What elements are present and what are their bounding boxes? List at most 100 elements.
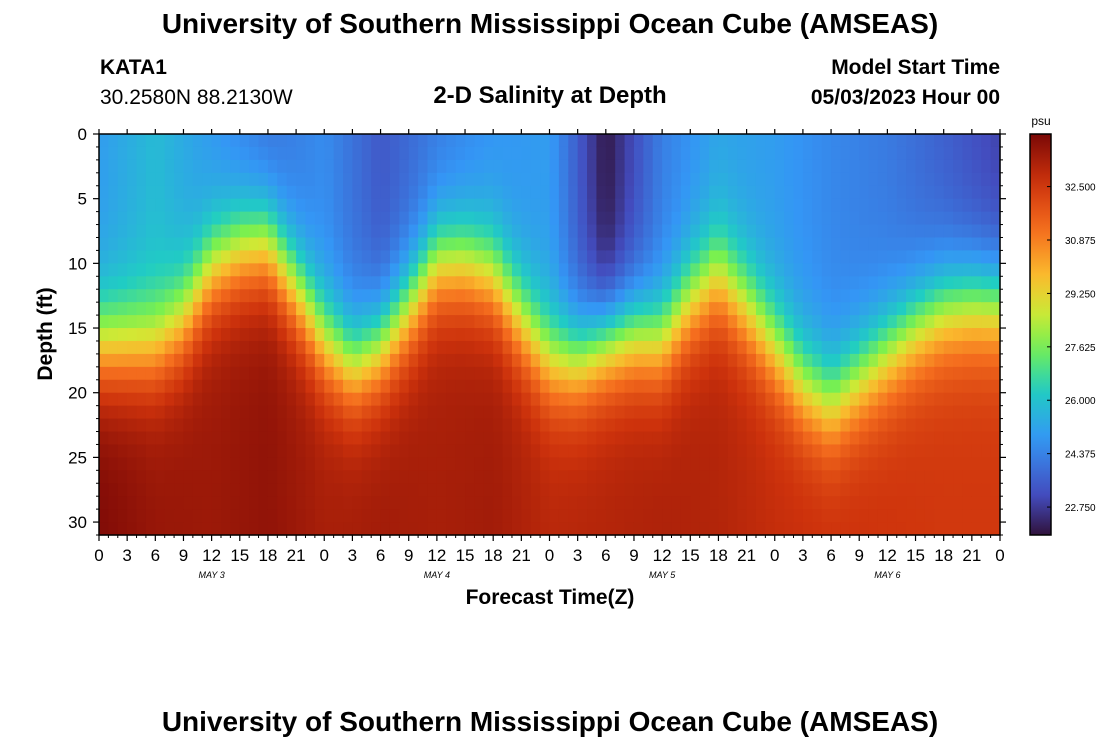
heatmap-cell xyxy=(849,496,860,510)
heatmap-cell xyxy=(230,315,241,329)
heatmap-cell xyxy=(343,496,354,510)
heatmap-cell xyxy=(887,289,898,303)
heatmap-cell xyxy=(380,496,391,510)
heatmap-cell xyxy=(221,522,231,536)
heatmap-cell xyxy=(540,185,551,200)
heatmap-cell xyxy=(587,509,598,523)
heatmap-cell xyxy=(953,276,964,290)
heatmap-cell xyxy=(699,263,710,277)
heatmap-cell xyxy=(896,237,907,252)
heatmap-cell xyxy=(465,315,476,329)
heatmap-cell xyxy=(699,211,710,226)
heatmap-cell xyxy=(296,302,307,316)
heatmap-cell xyxy=(981,353,992,368)
heatmap-cell xyxy=(718,509,729,523)
heatmap-cell xyxy=(145,289,156,303)
heatmap-cell xyxy=(605,457,616,471)
heatmap-cell xyxy=(427,392,438,407)
heatmap-cell xyxy=(521,159,532,174)
heatmap-cell xyxy=(99,509,109,523)
heatmap-cell xyxy=(380,328,391,342)
heatmap-cell xyxy=(474,340,485,355)
heatmap-cell xyxy=(540,405,551,420)
heatmap-cell xyxy=(145,509,156,523)
heatmap-cell xyxy=(427,198,438,213)
heatmap-cell xyxy=(418,237,429,252)
heatmap-cell xyxy=(671,328,682,342)
heatmap-cell xyxy=(577,211,588,226)
heatmap-cell xyxy=(924,509,935,523)
heatmap-cell xyxy=(99,392,109,407)
heatmap-cell xyxy=(605,302,616,316)
heatmap-cell xyxy=(840,340,851,355)
heatmap-cell xyxy=(286,470,297,484)
heatmap-cell xyxy=(296,405,307,420)
heatmap-cell xyxy=(633,470,644,484)
heatmap-cell xyxy=(568,211,579,226)
heatmap-cell xyxy=(352,146,363,161)
heatmap-cell xyxy=(136,172,147,187)
heatmap-cell xyxy=(502,522,513,536)
heatmap-cell xyxy=(802,483,813,497)
heatmap-cell xyxy=(821,392,832,407)
heatmap-cell xyxy=(145,146,156,161)
heatmap-cell xyxy=(662,353,673,368)
heatmap-cell xyxy=(230,198,241,213)
heatmap-cell xyxy=(671,483,682,497)
heatmap-cell xyxy=(239,276,250,290)
heatmap-cell xyxy=(877,302,888,316)
heatmap-cell xyxy=(765,483,776,497)
heatmap-cell xyxy=(371,198,382,213)
heatmap-cell xyxy=(230,496,241,510)
heatmap-cell xyxy=(455,457,466,471)
heatmap-cell xyxy=(145,172,156,187)
heatmap-cell xyxy=(202,483,213,497)
heatmap-cell xyxy=(859,457,870,471)
heatmap-cell xyxy=(746,340,757,355)
heatmap-cell xyxy=(774,250,785,264)
y-tick-label: 10 xyxy=(68,254,87,273)
heatmap-cell xyxy=(296,457,307,471)
heatmap-cell xyxy=(540,340,551,355)
heatmap-cell xyxy=(474,509,485,523)
heatmap-cell xyxy=(709,198,720,213)
heatmap-cell xyxy=(511,509,522,523)
heatmap-cell xyxy=(755,457,766,471)
heatmap-cell xyxy=(145,302,156,316)
heatmap-cell xyxy=(493,146,504,161)
heatmap-cell xyxy=(812,418,823,433)
heatmap-cell xyxy=(183,198,194,213)
heatmap-cell xyxy=(183,185,194,200)
heatmap-cell xyxy=(774,353,785,368)
heatmap-cell xyxy=(389,496,400,510)
heatmap-cell xyxy=(155,224,166,239)
heatmap-cell xyxy=(455,315,466,329)
heatmap-cell xyxy=(211,392,222,407)
heatmap-cell xyxy=(633,224,644,239)
heatmap-cell xyxy=(709,483,720,497)
heatmap-cell xyxy=(709,276,720,290)
heatmap-cell xyxy=(352,392,363,407)
heatmap-cell xyxy=(605,483,616,497)
heatmap-cell xyxy=(981,431,992,446)
heatmap-cell xyxy=(502,237,513,252)
heatmap-cell xyxy=(502,250,513,264)
heatmap-cell xyxy=(596,366,607,381)
heatmap-cell xyxy=(202,496,213,510)
heatmap-cell xyxy=(258,405,269,420)
heatmap-cell xyxy=(511,198,522,213)
heatmap-cell xyxy=(624,431,635,446)
heatmap-cell xyxy=(812,263,823,277)
heatmap-cell xyxy=(840,302,851,316)
heatmap-cell xyxy=(446,509,457,523)
heatmap-cell xyxy=(408,237,419,252)
heatmap-cell xyxy=(211,276,222,290)
heatmap-cell xyxy=(596,392,607,407)
heatmap-cell xyxy=(211,470,222,484)
heatmap-cell xyxy=(540,353,551,368)
heatmap-cell xyxy=(962,159,973,174)
heatmap-cell xyxy=(896,340,907,355)
heatmap-cell xyxy=(934,483,945,497)
heatmap-cell xyxy=(981,146,992,161)
heatmap-cell xyxy=(164,457,175,471)
